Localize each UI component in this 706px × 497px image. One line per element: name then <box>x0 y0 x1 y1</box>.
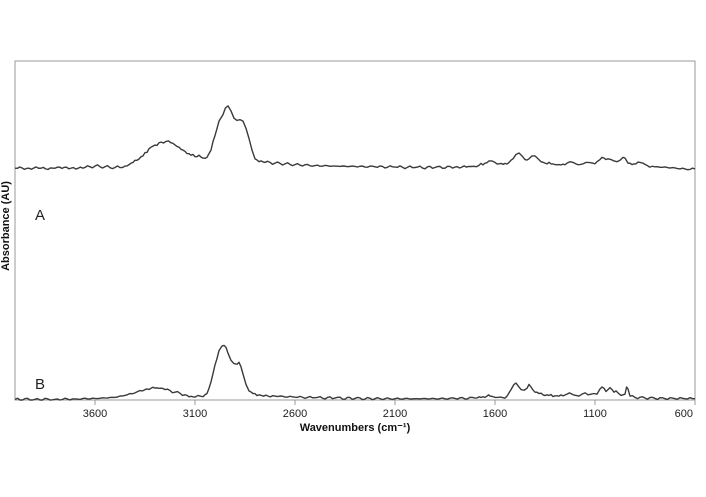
trace-label-a: A <box>35 207 45 224</box>
plot-frame <box>14 60 696 401</box>
x-axis-title: Wavenumbers (cm⁻¹) <box>300 422 411 434</box>
series-line-b <box>14 344 696 401</box>
x-tick-label: 3100 <box>183 408 207 420</box>
trace-label-b: B <box>35 376 45 393</box>
x-tick-label: 1100 <box>583 408 607 420</box>
x-tick-label: 1600 <box>483 408 507 420</box>
y-axis-title: Absorbance (AU) <box>0 181 12 271</box>
x-axis: 3600 3100 2600 2100 1600 1100 600 <box>83 400 696 420</box>
x-tick-label: 600 <box>675 408 693 420</box>
x-tick-label: 2600 <box>283 408 307 420</box>
x-tick-label: 3600 <box>83 408 107 420</box>
plot-traces <box>14 105 696 401</box>
series-line-a <box>14 105 696 171</box>
x-tick-label: 2100 <box>383 408 407 420</box>
trace-labels: AB <box>35 207 45 393</box>
